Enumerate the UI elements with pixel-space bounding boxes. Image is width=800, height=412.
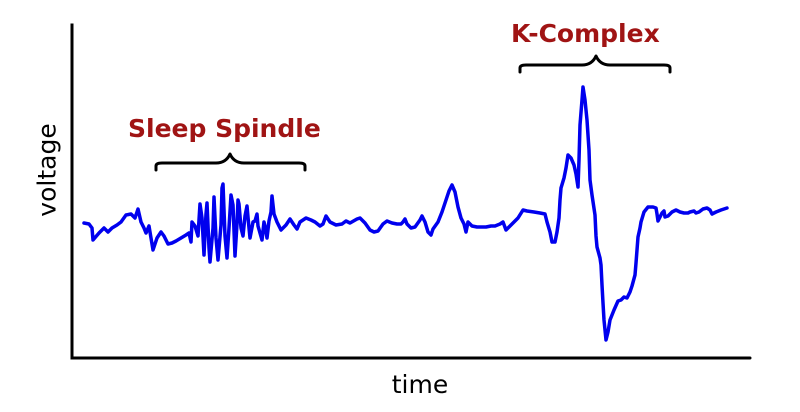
k-complex-bracket [518,54,672,74]
eeg-trace-line [82,85,729,342]
sleep-spindle-annotation: Sleep Spindle [128,114,321,143]
y-axis-label: voltage [32,123,62,217]
k-complex-annotation: K-Complex [511,19,660,48]
sleep-spindle-bracket [154,152,307,172]
x-axis-label: time [391,370,449,399]
